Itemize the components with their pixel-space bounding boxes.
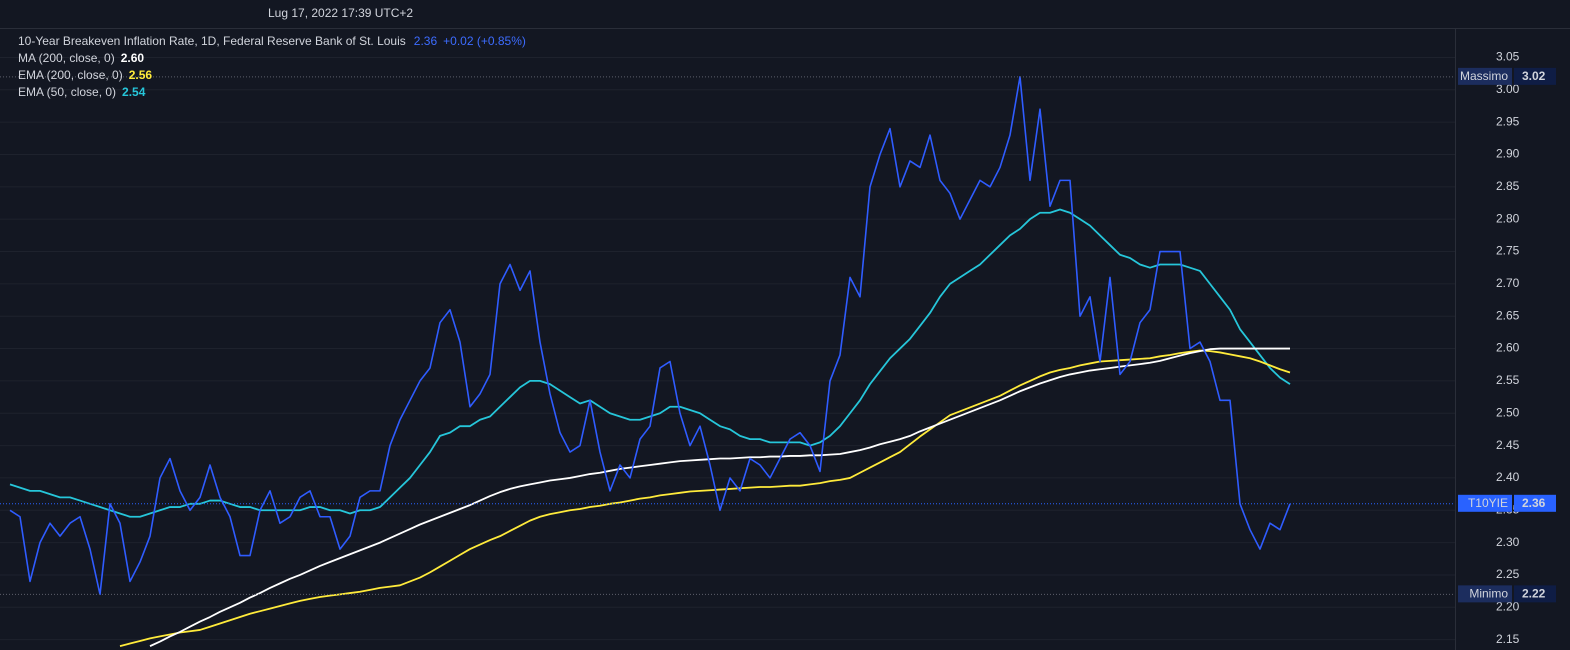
y-tick-label: 2.55 (1496, 373, 1520, 387)
price-value: 3.02 (1522, 69, 1546, 83)
price-value-box (1514, 494, 1556, 512)
y-tick-label: 2.60 (1496, 341, 1520, 355)
legend-name: EMA (50, close, 0) (18, 85, 116, 99)
series-line (9, 76, 1291, 596)
series-line (119, 349, 1291, 647)
y-tick-label: 2.15 (1496, 632, 1520, 646)
legend-value: 2.56 (129, 68, 153, 82)
legend-entry: MA (200, close, 0) 2.60 (18, 51, 144, 65)
title-change: +0.02 (+0.85%) (443, 34, 526, 48)
price-value: 2.36 (1522, 496, 1546, 510)
legend-value: 2.60 (121, 51, 145, 65)
grid: 2.152.202.252.302.352.402.452.502.552.60… (0, 50, 1520, 646)
price-label-box (1458, 585, 1512, 603)
y-tick-label: 2.90 (1496, 147, 1520, 161)
y-tick-label: 3.00 (1496, 82, 1520, 96)
y-tick-label: 2.45 (1496, 438, 1520, 452)
price-label: T10YIE (1468, 496, 1508, 510)
top-bar (0, 0, 1570, 28)
y-tick-label: 2.50 (1496, 405, 1520, 419)
price-value-box (1514, 67, 1556, 85)
price-label: Massimo (1460, 69, 1508, 83)
price-value-box (1514, 585, 1556, 603)
y-tick-label: 2.75 (1496, 244, 1520, 258)
y-tick-label: 2.25 (1496, 567, 1520, 581)
y-tick-label: 2.80 (1496, 211, 1520, 225)
y-tick-label: 2.30 (1496, 535, 1520, 549)
legend-name: MA (200, close, 0) (18, 51, 115, 65)
title: 10-Year Breakeven Inflation Rate, 1D, Fe… (18, 34, 406, 48)
y-tick-label: 2.40 (1496, 470, 1520, 484)
datetime: Lug 17, 2022 17:39 UTC+2 (268, 6, 413, 20)
legend-value: 2.54 (122, 85, 146, 99)
plot (0, 76, 1455, 647)
y-tick-label: 2.20 (1496, 599, 1520, 613)
title-value: 2.36 (414, 34, 438, 48)
series-line (9, 208, 1291, 518)
legend-title: 10-Year Breakeven Inflation Rate, 1D, Fe… (18, 34, 526, 48)
y-tick-label: 2.85 (1496, 179, 1520, 193)
legend-name: EMA (200, close, 0) (18, 68, 123, 82)
y-tick-label: 3.05 (1496, 50, 1520, 64)
price-label: Minimo (1469, 587, 1508, 601)
legend-entry: EMA (50, close, 0) 2.54 (18, 85, 146, 99)
price-value: 2.22 (1522, 587, 1546, 601)
y-tick-label: 2.70 (1496, 276, 1520, 290)
series-line (149, 347, 1290, 647)
y-tick-label: 2.65 (1496, 308, 1520, 322)
price-label-box (1458, 494, 1512, 512)
legend-entry: EMA (200, close, 0) 2.56 (18, 68, 152, 82)
overlay: 10-Year Breakeven Inflation Rate, 1D, Fe… (18, 34, 1556, 603)
price-label-box (1458, 67, 1512, 85)
y-tick-label: 2.95 (1496, 114, 1520, 128)
